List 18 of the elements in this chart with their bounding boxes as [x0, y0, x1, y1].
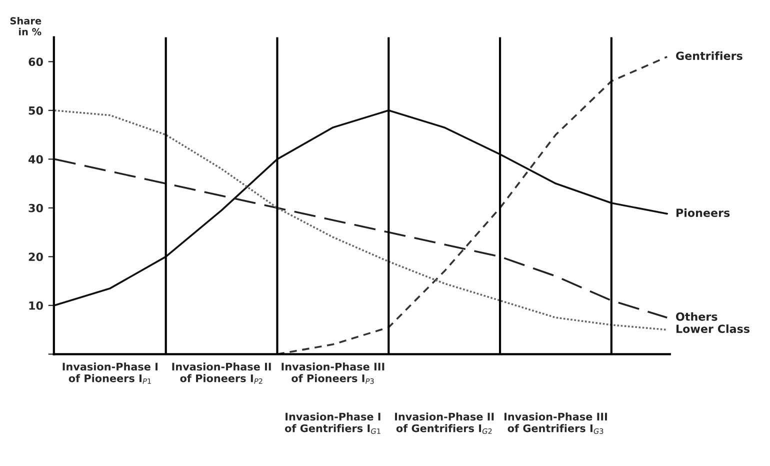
- series-label: Others: [676, 312, 718, 321]
- series-label: Pioneers: [676, 208, 730, 217]
- y-tick-label: 60: [28, 58, 43, 66]
- y-tick-label: 50: [28, 106, 43, 115]
- x-tick-label: Invasion-Phase III of Pioneers I$_{P3}$: [282, 362, 384, 384]
- x-tick-label: Invasion-Phase II of Pioneers I$_{P2}$: [172, 362, 271, 384]
- series-label: Lower Class: [676, 324, 750, 334]
- line-series: [54, 158, 668, 318]
- text: Invasion-Phase III of Gentrifiers I$_{G3}$: [504, 412, 607, 434]
- y-tick-label: 20: [28, 252, 43, 262]
- y-axis-title: Share in %: [10, 16, 42, 36]
- x-tick-label: Invasion-Phase I of Pioneers I$_{P1}$: [62, 362, 158, 384]
- y-tick-label: 40: [28, 155, 43, 164]
- y-tick-label: 10: [29, 301, 43, 310]
- text: Invasion-Phase II of Gentrifiers I$_{G2}$: [395, 412, 494, 434]
- series-label: Gentrifiers: [676, 51, 742, 60]
- y-tick-label: 30: [28, 204, 43, 212]
- text: Invasion-Phase I of Gentrifiers I$_{G1}$: [285, 412, 380, 434]
